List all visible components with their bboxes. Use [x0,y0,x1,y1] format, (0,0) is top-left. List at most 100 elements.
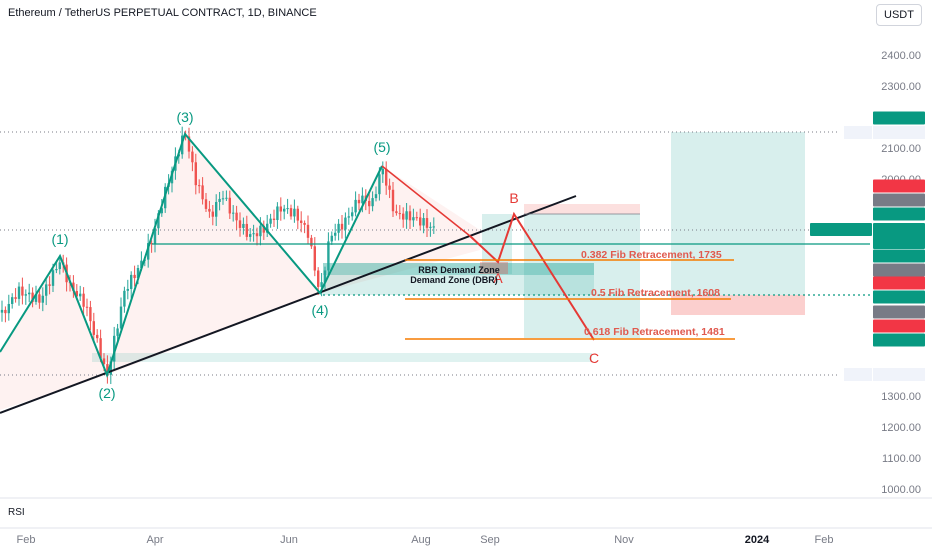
candle-body[interactable] [269,218,272,224]
candle-body[interactable] [147,243,150,260]
candle-body[interactable] [245,223,248,237]
candle-body[interactable] [235,212,238,221]
candle-body[interactable] [391,189,395,212]
candle-body[interactable] [361,195,364,204]
currency-unit-button[interactable]: USDT [876,4,922,26]
candle-body[interactable] [24,294,27,296]
candle-body[interactable] [85,306,89,308]
candle-body[interactable] [303,222,306,225]
candle-body[interactable] [113,335,116,362]
candle-body[interactable] [238,220,242,228]
candle-body[interactable] [357,199,361,204]
candle-body[interactable] [130,274,133,289]
candle-body[interactable] [92,321,95,335]
candle-body[interactable] [75,290,78,297]
candle-body[interactable] [123,290,126,307]
candle-body[interactable] [255,233,259,237]
candle-body[interactable] [323,270,327,283]
candle-body[interactable] [252,233,255,235]
candle-body[interactable] [289,208,293,217]
candle-body[interactable] [136,268,140,279]
candle-body[interactable] [198,185,201,187]
candle-body[interactable] [79,293,82,297]
candle-body[interactable] [242,223,245,228]
candle-body[interactable] [14,297,17,299]
candle-body[interactable] [286,208,289,210]
candle-body[interactable] [306,224,310,238]
candle-body[interactable] [330,235,333,242]
candle-body[interactable] [371,198,374,207]
candle-body[interactable] [31,292,34,302]
candle-body[interactable] [126,288,129,291]
candle-body[interactable] [425,218,429,228]
candle-body[interactable] [41,295,44,303]
candle-body[interactable] [225,197,228,199]
candle-body[interactable] [344,217,347,230]
candle-body[interactable] [415,217,418,219]
candle-body[interactable] [204,199,208,209]
candle-body[interactable] [58,262,61,270]
candle-body[interactable] [232,212,235,214]
candle-body[interactable] [150,243,153,245]
candle-body[interactable] [429,226,432,228]
wave-5-decline-line[interactable] [381,165,471,237]
candle-body[interactable] [320,282,323,287]
candle-body[interactable] [133,274,136,279]
candle-body[interactable] [153,228,157,244]
candle-body[interactable] [354,199,357,213]
candle-body[interactable] [109,361,112,375]
ascending-trendline[interactable] [0,195,577,414]
candle-body[interactable] [388,185,391,190]
candle-body[interactable] [72,282,75,291]
candle-body[interactable] [327,241,330,271]
candle-body[interactable] [194,162,197,186]
candle-body[interactable] [405,211,408,220]
candle-body[interactable] [432,226,435,228]
candle-body[interactable] [334,232,337,236]
candle-body[interactable] [11,297,14,304]
candle-body[interactable] [398,213,401,215]
candle-body[interactable] [191,151,194,163]
candle-body[interactable] [140,260,143,269]
candle-body[interactable] [187,136,191,152]
candle-body[interactable] [385,168,388,186]
candle-body[interactable] [276,206,279,221]
candle-body[interactable] [82,293,85,307]
candle-body[interactable] [317,270,320,287]
candle-body[interactable] [4,309,7,314]
candle-body[interactable] [17,286,21,299]
candle-body[interactable] [279,206,282,212]
candle-body[interactable] [419,217,422,226]
candle-body[interactable] [351,212,354,217]
candle-body[interactable] [395,211,398,214]
candle-body[interactable] [378,174,381,195]
candle-body[interactable] [221,198,225,200]
candle-body[interactable] [51,270,55,286]
abc-projection-path[interactable] [469,211,595,341]
candle-body[interactable] [381,168,384,175]
candle-body[interactable] [272,218,276,221]
candle-body[interactable] [368,200,371,207]
candle-body[interactable] [300,220,303,223]
candle-body[interactable] [102,358,106,365]
candle-body[interactable] [28,292,31,295]
candle-body[interactable] [99,338,102,359]
candle-body[interactable] [38,294,41,303]
candle-body[interactable] [48,284,51,286]
candle-body[interactable] [45,284,48,296]
candle-body[interactable] [157,213,160,229]
candle-body[interactable] [249,234,252,237]
candle-body[interactable] [208,208,211,212]
candle-body[interactable] [262,225,265,233]
candle-body[interactable] [34,294,38,302]
candle-body[interactable] [293,208,296,217]
candle-body[interactable] [266,223,269,233]
candle-body[interactable] [374,194,378,199]
candle-body[interactable] [201,185,204,200]
candle-body[interactable] [21,286,24,296]
candle-body[interactable] [119,306,123,329]
candle-body[interactable] [283,208,286,212]
candle-body[interactable] [347,216,350,218]
